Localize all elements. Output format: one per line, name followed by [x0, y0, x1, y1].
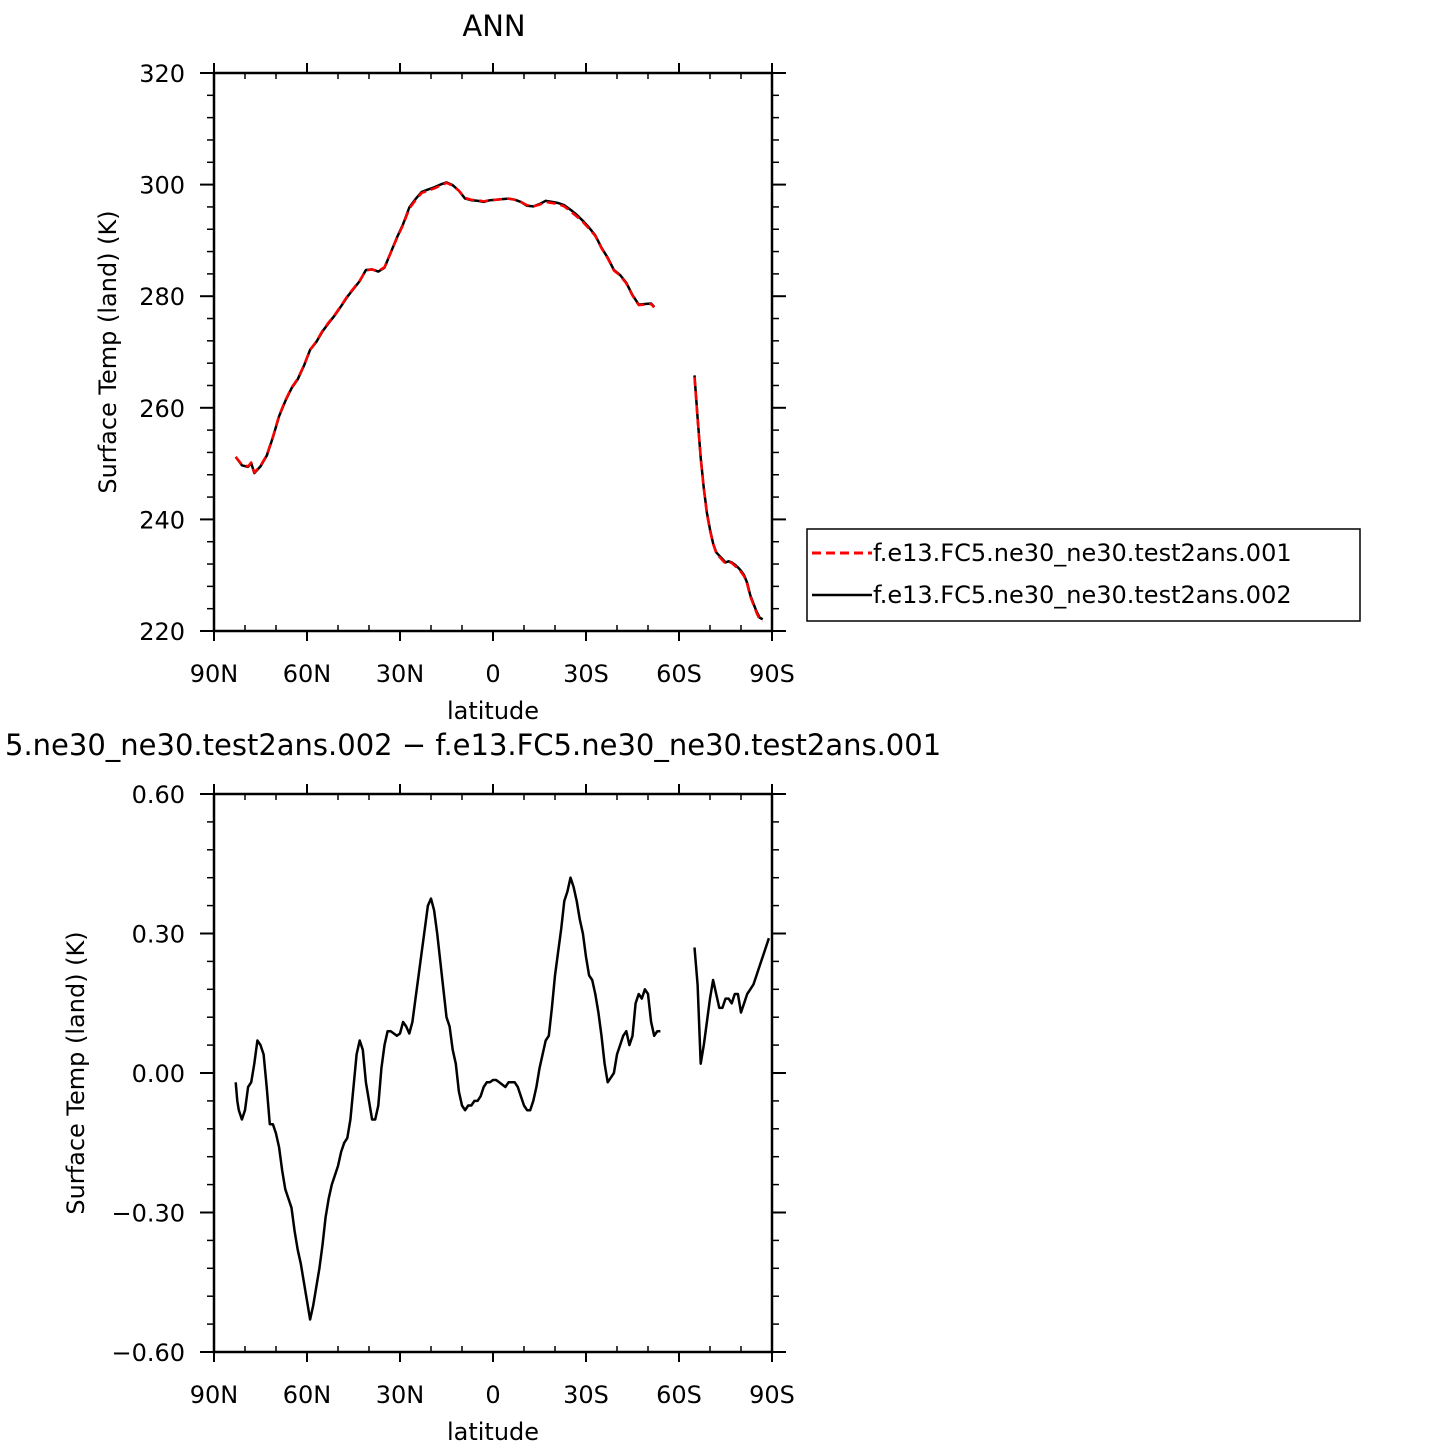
y-tick-label: 300: [139, 172, 185, 200]
y-tick-label: 320: [139, 60, 185, 88]
top-panel: ANN 90N 60N 30N 0 30S 60S 90S 220 240 260 280 300 32…: [94, 9, 1361, 725]
x-tick-label: 30N: [376, 1381, 425, 1409]
y-tick-label: −0.30: [111, 1200, 185, 1228]
x-tick-label: 90N: [190, 1381, 239, 1409]
series-line-0: [693, 937, 771, 1065]
top-panel-ylabel: Surface Temp (land) (K): [94, 210, 122, 493]
legend-box: [806, 528, 1361, 622]
series-line-0: [693, 377, 764, 623]
bottom-panel-title: 5.ne30_ne30.test2ans.002 − f.e13.FC5.ne3…: [5, 728, 941, 762]
x-tick-label: 60S: [656, 660, 702, 688]
series-line-1: [234, 181, 656, 475]
series-line-0: [234, 876, 661, 1321]
x-tick-label: 0: [485, 660, 500, 688]
legend: f.e13.FC5.ne30_ne30.test2ans.001 f.e13.F…: [806, 528, 1361, 622]
x-tick-label: 30N: [376, 660, 425, 688]
y-tick-label: 240: [139, 506, 185, 534]
y-tick-label: −0.60: [111, 1339, 185, 1367]
x-tick-label: 90S: [749, 660, 795, 688]
x-tick-label: 90S: [749, 1381, 795, 1409]
x-tick-label: 0: [485, 1381, 500, 1409]
series-line-0: [234, 181, 656, 474]
y-tick-label: 0.30: [132, 921, 185, 949]
y-tick-label: 0.00: [132, 1060, 185, 1088]
x-tick-label: 90N: [190, 660, 239, 688]
x-tick-label: 60S: [656, 1381, 702, 1409]
bottom-panel-frame: [212, 792, 774, 1354]
y-tick-label: 0.60: [132, 781, 185, 809]
y-tick-label: 220: [139, 618, 185, 646]
top-panel-axes: 90N 60N 30N 0 30S 60S 90S 220 240 260 280 300 320: [139, 60, 795, 688]
y-tick-label: 280: [139, 283, 185, 311]
y-tick-label: 260: [139, 395, 185, 423]
legend-label-002: f.e13.FC5.ne30_ne30.test2ans.002: [873, 581, 1292, 609]
bottom-panel: 5.ne30_ne30.test2ans.002 − f.e13.FC5.ne3…: [5, 728, 941, 1446]
x-tick-label: 60N: [283, 1381, 332, 1409]
legend-label-001: f.e13.FC5.ne30_ne30.test2ans.001: [873, 539, 1292, 567]
bottom-panel-axes: 90N 60N 30N 0 30S 60S 90S −0.60 −0.30 0.00 0.30 0.6…: [111, 781, 794, 1409]
bottom-panel-ylabel: Surface Temp (land) (K): [62, 931, 90, 1214]
x-tick-label: 30S: [563, 660, 609, 688]
top-panel-xlabel: latitude: [447, 697, 539, 725]
top-panel-title: ANN: [462, 9, 525, 43]
bottom-panel-xlabel: latitude: [447, 1418, 539, 1446]
x-tick-label: 60N: [283, 660, 332, 688]
bottom-panel-series: [234, 876, 771, 1321]
top-panel-series: [234, 181, 764, 623]
top-panel-frame: [212, 71, 774, 633]
x-tick-label: 30S: [563, 1381, 609, 1409]
